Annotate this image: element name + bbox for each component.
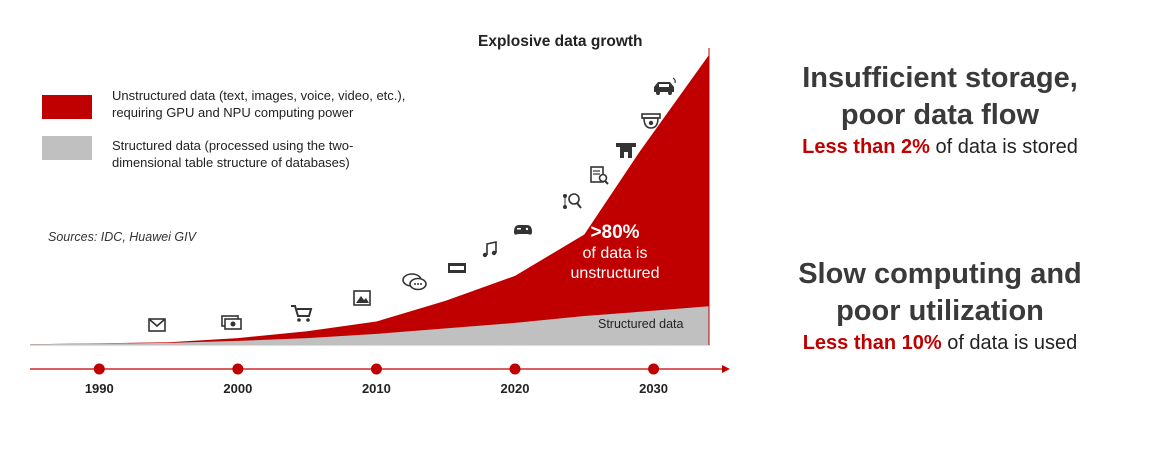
car-icon	[654, 77, 676, 95]
legend-label-unstructured: Unstructured data (text, images, voice, …	[112, 88, 406, 120]
computing-stat-rest: of data is used	[941, 332, 1078, 354]
year-label-2020: 2020	[500, 381, 530, 396]
year-label-2030: 2030	[639, 381, 669, 396]
chart-title: Explosive data growth	[478, 33, 643, 50]
annotation-line1: of data is	[582, 245, 648, 262]
unstructured-annotation: >80% of data is unstructured	[560, 222, 670, 284]
legend-swatch-structured	[42, 136, 92, 160]
year-label-1990: 1990	[84, 381, 114, 396]
structured-data-area	[30, 306, 709, 345]
storage-panel: Insufficient storage, poor data flow Les…	[740, 60, 1140, 160]
computing-stat: Less than 10% of data is used	[740, 330, 1140, 356]
building-icon	[616, 143, 636, 158]
legend-swatch-unstructured	[42, 95, 92, 119]
gamepad-icon	[514, 225, 532, 235]
chat-icon	[402, 273, 427, 291]
timeline-axis	[30, 363, 730, 375]
computing-stat-highlight: Less than 10%	[802, 332, 942, 354]
source-note: Sources: IDC, Huawei GIV	[48, 230, 196, 244]
envelope-icon	[148, 318, 166, 332]
money-icon	[221, 315, 242, 330]
timeline-dot-2030	[648, 363, 660, 375]
computing-heading-line2: poor utilization	[836, 295, 1044, 327]
camera-icon	[641, 113, 661, 129]
computing-heading-line1: Slow computing and	[798, 258, 1082, 290]
year-label-2010: 2010	[361, 381, 391, 396]
image-icon	[353, 290, 371, 306]
icon-group	[148, 77, 676, 332]
timeline-dot-2020	[509, 363, 521, 375]
network-search-icon	[563, 193, 582, 209]
annotation-percent: >80%	[590, 222, 640, 243]
computing-panel: Slow computing and poor utilization Less…	[740, 256, 1140, 356]
timeline-dot-1990	[93, 363, 105, 375]
structured-area-label: Structured data	[598, 317, 684, 331]
year-label-2000: 2000	[223, 381, 253, 396]
music-icon	[482, 241, 497, 258]
unstructured-data-area	[30, 54, 709, 346]
timeline-dot-2010	[370, 363, 382, 375]
film-icon	[448, 263, 466, 273]
shopping-cart-icon	[291, 305, 313, 322]
storage-heading-line1: Insufficient storage,	[802, 62, 1078, 94]
annotation-line2: unstructured	[570, 265, 660, 282]
timeline-dot-2000	[232, 363, 244, 375]
timeline-arrow	[722, 365, 730, 373]
storage-stat-rest: of data is stored	[929, 136, 1078, 158]
storage-stat: Less than 2% of data is stored	[740, 134, 1140, 160]
storage-stat-highlight: Less than 2%	[802, 136, 930, 158]
storage-heading-line2: poor data flow	[840, 99, 1040, 131]
legend-label-structured: Structured data (processed using the two…	[112, 138, 354, 170]
document-search-icon	[590, 166, 609, 185]
